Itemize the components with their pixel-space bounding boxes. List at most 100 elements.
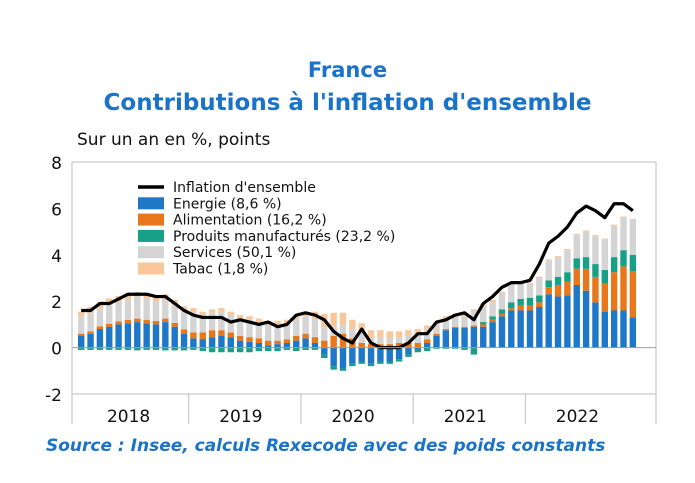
bar-energie: [498, 316, 506, 348]
bar-tabac: [629, 218, 637, 220]
bar-energie: [283, 342, 291, 348]
bar-alimentation: [106, 323, 113, 327]
bar-tabac: [498, 291, 506, 294]
bar-produits: [236, 347, 244, 353]
bar-energie: [433, 336, 440, 348]
bar-services: [601, 239, 608, 270]
bar-alimentation: [610, 272, 618, 311]
bar-produits: [162, 347, 169, 351]
bar-tabac: [190, 308, 197, 313]
bar-services: [246, 319, 253, 338]
bar-energie: [423, 342, 431, 348]
bar-energie: [115, 324, 122, 348]
bar-produits: [143, 347, 150, 350]
bar-alimentation: [470, 325, 478, 327]
x-tick-label: 2018: [107, 407, 150, 427]
bar-produits: [152, 347, 160, 350]
bar-services: [526, 283, 534, 298]
bar-services: [162, 300, 169, 319]
bar-produits: [414, 349, 421, 353]
bar-alimentation: [115, 321, 122, 325]
bar-alimentation: [461, 326, 468, 328]
bar-services: [536, 278, 543, 296]
bar-services: [152, 301, 160, 321]
bar-alimentation: [180, 329, 188, 334]
bar-alimentation: [311, 337, 319, 343]
bar-alimentation: [152, 320, 160, 325]
bar-services: [358, 330, 365, 343]
bar-energie: [620, 310, 627, 348]
bar-services: [199, 315, 206, 333]
bar-energie: [480, 326, 487, 348]
bar-produits: [377, 361, 384, 364]
bar-services: [629, 220, 637, 255]
bar-energie: [236, 340, 244, 348]
bar-energie: [452, 327, 459, 348]
bar-alimentation: [452, 326, 459, 328]
y-tick-label: 6: [51, 200, 62, 220]
bar-energie: [508, 310, 515, 348]
bar-tabac: [573, 233, 580, 236]
bar-tabac: [302, 312, 309, 317]
bar-produits: [87, 347, 94, 350]
bar-alimentation: [283, 339, 291, 343]
bar-tabac: [339, 312, 347, 325]
x-tick-label: 2020: [331, 407, 374, 427]
bar-alimentation: [199, 332, 206, 340]
bar-produits: [498, 309, 506, 314]
bar-produits: [423, 347, 431, 352]
bar-produits: [536, 295, 543, 303]
bar-services: [87, 312, 94, 332]
bar-energie: [255, 342, 263, 348]
x-tick-label: 2019: [219, 407, 262, 427]
bar-energie: [246, 341, 253, 348]
bar-produits: [367, 363, 375, 367]
bar-energie: [321, 347, 328, 355]
bar-alimentation: [162, 318, 169, 323]
bar-energie: [227, 337, 234, 348]
legend-label-produits: Produits manufacturés (23,2 %): [173, 229, 395, 245]
bar-tabac: [106, 298, 113, 305]
bar-produits: [592, 264, 599, 277]
bar-tabac: [526, 282, 534, 284]
legend-swatch-energie: [138, 197, 164, 210]
bar-tabac: [536, 276, 543, 278]
bar-services: [293, 318, 300, 336]
bar-alimentation: [208, 330, 216, 338]
bar-energie: [152, 324, 160, 348]
y-tick-label: -2: [45, 386, 62, 406]
bar-tabac: [395, 331, 403, 338]
bar-alimentation: [414, 342, 421, 348]
bar-tabac: [236, 315, 244, 319]
bar-energie: [536, 307, 543, 348]
bar-alimentation: [489, 319, 496, 323]
bar-alimentation: [620, 266, 627, 311]
bar-tabac: [358, 323, 365, 331]
legend-label-services: Services (50,1 %): [173, 245, 296, 261]
bar-tabac: [461, 313, 468, 317]
bar-energie: [442, 330, 450, 348]
legend-label-alimentation: Alimentation (16,2 %): [173, 213, 327, 229]
bar-energie: [629, 317, 637, 348]
bar-tabac: [582, 230, 590, 232]
bar-produits: [274, 347, 281, 352]
bar-produits: [358, 361, 365, 364]
bar-produits: [526, 297, 534, 306]
bar-services: [386, 338, 393, 345]
bar-tabac: [227, 311, 234, 316]
bar-energie: [143, 323, 150, 348]
bar-produits: [255, 347, 263, 352]
bar-tabac: [592, 235, 599, 237]
bar-alimentation: [190, 332, 197, 339]
bar-produits: [180, 347, 188, 351]
bar-produits: [78, 347, 85, 350]
bar-produits: [190, 347, 197, 350]
bar-produits: [321, 354, 328, 359]
bar-produits: [564, 272, 571, 282]
bar-alimentation: [274, 340, 281, 345]
bar-energie: [517, 310, 524, 348]
bar-produits: [293, 347, 300, 352]
bar-tabac: [620, 216, 627, 218]
bar-services: [517, 283, 524, 299]
bar-services: [115, 301, 122, 322]
